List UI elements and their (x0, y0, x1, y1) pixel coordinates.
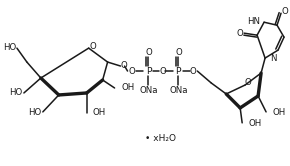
Text: HN: HN (247, 17, 260, 26)
Text: O: O (245, 78, 251, 86)
Text: OH: OH (248, 119, 261, 128)
Text: O: O (237, 29, 244, 38)
Text: P: P (146, 67, 151, 76)
Text: N: N (270, 54, 277, 63)
Text: ONa: ONa (169, 86, 188, 95)
Text: P: P (175, 67, 181, 76)
Text: O: O (120, 61, 127, 70)
Text: HO: HO (29, 108, 42, 117)
Text: O: O (128, 67, 135, 76)
Text: OH: OH (272, 108, 285, 117)
Text: OH: OH (122, 83, 135, 92)
Text: O: O (175, 48, 182, 57)
Text: HO: HO (3, 43, 16, 52)
Text: O: O (89, 42, 96, 51)
Text: O: O (145, 48, 152, 57)
Text: HO: HO (9, 88, 22, 97)
Text: ONa: ONa (139, 86, 158, 95)
Text: O: O (190, 67, 197, 76)
Text: O: O (159, 67, 166, 76)
Text: O: O (282, 7, 288, 16)
Text: OH: OH (93, 108, 106, 117)
Text: • xH₂O: • xH₂O (145, 134, 176, 143)
